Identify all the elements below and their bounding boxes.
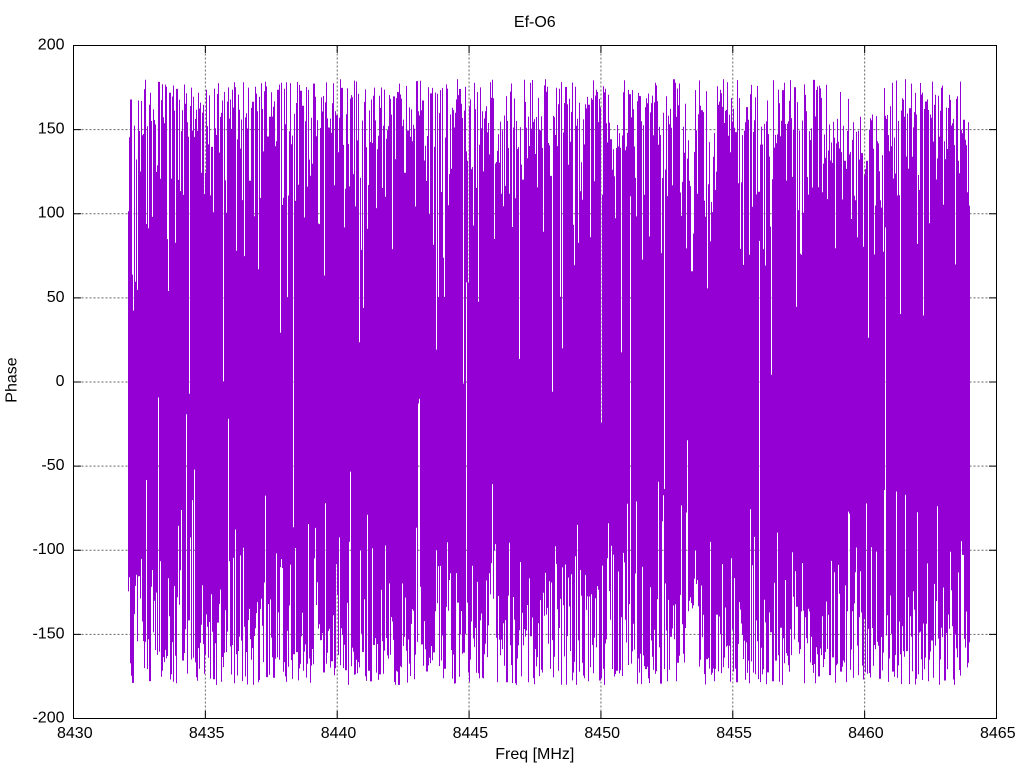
svg-text:Freq [MHz]: Freq [MHz] <box>495 746 574 763</box>
svg-text:-100: -100 <box>32 541 64 558</box>
svg-text:8445: 8445 <box>453 725 489 742</box>
svg-text:200: 200 <box>38 36 65 53</box>
svg-text:8455: 8455 <box>716 725 752 742</box>
svg-text:0: 0 <box>56 373 65 390</box>
svg-text:-150: -150 <box>32 625 64 642</box>
svg-text:Phase: Phase <box>4 357 21 402</box>
svg-text:8450: 8450 <box>584 725 620 742</box>
svg-text:-50: -50 <box>41 457 64 474</box>
svg-text:Ef-O6: Ef-O6 <box>514 14 556 31</box>
svg-text:8430: 8430 <box>57 725 93 742</box>
svg-text:8435: 8435 <box>189 725 225 742</box>
svg-text:8460: 8460 <box>848 725 884 742</box>
svg-text:8465: 8465 <box>980 725 1016 742</box>
svg-text:100: 100 <box>38 205 65 222</box>
svg-text:-200: -200 <box>32 709 64 726</box>
svg-text:50: 50 <box>47 289 65 306</box>
svg-text:8440: 8440 <box>321 725 357 742</box>
svg-text:150: 150 <box>38 121 65 138</box>
